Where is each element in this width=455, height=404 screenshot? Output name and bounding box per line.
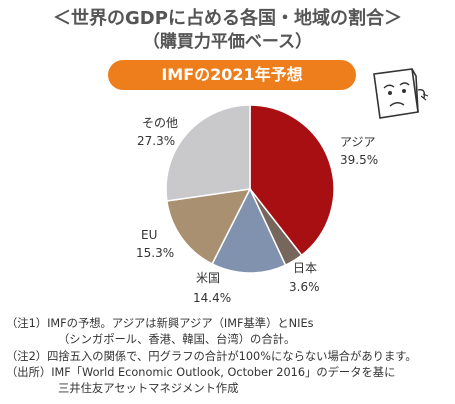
chart-title: ＜世界のGDPに占める各国・地域の割合＞ xyxy=(53,8,402,29)
pie-slice-0 xyxy=(249,104,335,257)
note-1: （注1）IMFの予想。アジアは新興アジア（IMF基準）とNIEs xyxy=(6,317,314,330)
forecast-banner: IMFの2021年予想 xyxy=(108,60,356,90)
pie-slice-4 xyxy=(165,104,251,202)
slice-value-label-4: 27.3% xyxy=(137,134,175,148)
source-note: （出所）IMF「World Economic Outlook, October … xyxy=(6,365,396,379)
slice-value-label-0: 39.5% xyxy=(340,153,378,167)
slice-value-label-2: 14.4% xyxy=(193,291,231,305)
note-2: （注2）四捨五入の関係で、円グラフの合計が100%にならない場合があります。 xyxy=(6,349,417,363)
slice-name-label-2: 米国 xyxy=(196,271,220,285)
slice-value-label-1: 3.6% xyxy=(289,280,320,294)
slice-name-label-4: その他 xyxy=(142,116,178,130)
pie-slice-3 xyxy=(166,188,252,265)
slice-name-label-0: アジア xyxy=(340,135,376,149)
note-1-continued: （シンガポール、香港、韓国、台湾）の合計。 xyxy=(58,333,296,347)
worried-mascot-icon xyxy=(373,68,429,119)
pie-slice-2 xyxy=(211,187,287,274)
slice-name-label-3: EU xyxy=(141,228,157,242)
footnotes: （注1）IMFの予想。アジアは新興アジア（IMF基準）とNIEs （シンガポール… xyxy=(6,316,452,397)
slice-value-label-3: 15.3% xyxy=(136,246,174,260)
chart-subtitle: （購買力平価ベース） xyxy=(142,32,313,52)
source-note-continued: 三井住友アセットマネジメント作成 xyxy=(58,382,239,396)
slice-name-label-1: 日本 xyxy=(293,261,317,275)
